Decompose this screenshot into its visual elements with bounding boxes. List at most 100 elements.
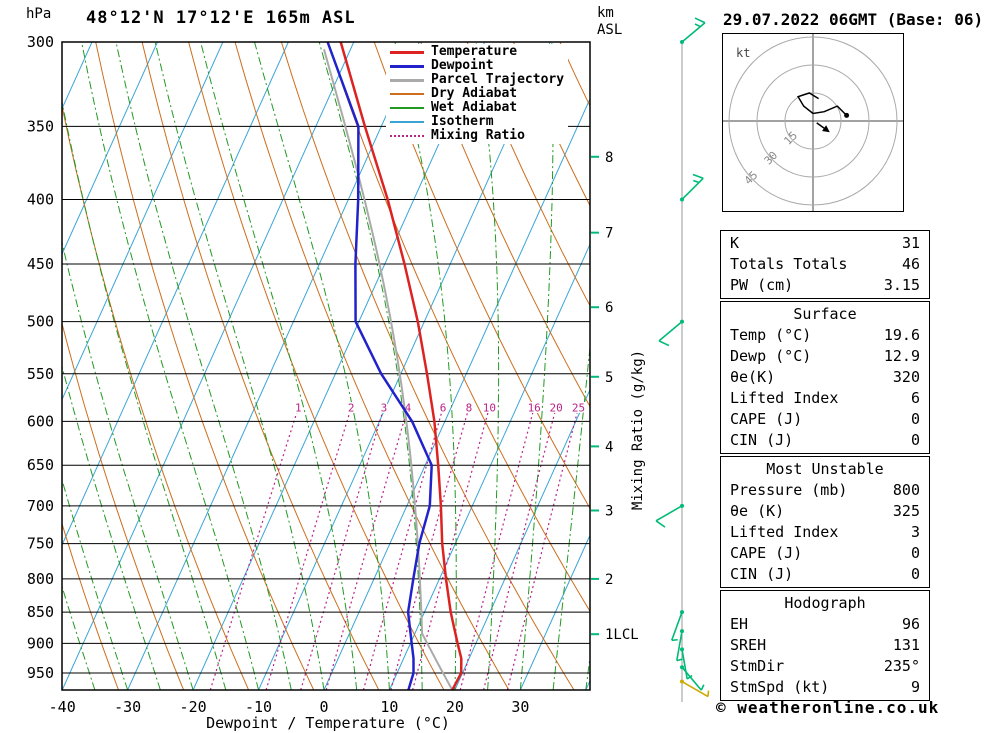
stat-row: CIN (J) 0 <box>721 430 929 451</box>
isotherm-line <box>585 679 590 690</box>
temp-tick-label: -10 <box>245 698 272 716</box>
mixing-ratio-line <box>265 412 351 690</box>
wind-barb <box>655 503 684 528</box>
wind-barb <box>676 629 684 662</box>
dry-adiabat-line <box>62 103 250 690</box>
stat-row: PW (cm) 3.15 <box>721 275 929 296</box>
temp-tick-label: 0 <box>319 698 328 716</box>
stat-label: Lifted Index <box>730 523 839 541</box>
stats-box-title: Most Unstable <box>766 460 884 478</box>
temperature-curve <box>339 41 463 691</box>
stat-row: θe(K) 320 <box>721 367 929 388</box>
x-axis-title: Dewpoint / Temperature (°C) <box>206 714 450 732</box>
temp-tick-label: -20 <box>180 698 207 716</box>
mixing-ratio-value-label: 16 <box>528 402 541 415</box>
wet-adiabat-line <box>62 240 194 690</box>
stat-value: 3.15 <box>883 276 920 294</box>
stat-value: 31 <box>901 234 920 252</box>
stat-value: 6 <box>910 389 920 407</box>
mixing-ratio-value-label: 8 <box>466 402 473 415</box>
stat-row: CIN (J) 0 <box>721 564 929 585</box>
wind-barb <box>670 610 684 642</box>
pressure-tick-label: 300 <box>27 33 54 51</box>
legend-item: Isotherm <box>390 115 564 129</box>
legend-item: Mixing Ratio <box>390 129 564 143</box>
legend-item: Wet Adiabat <box>390 101 564 115</box>
mixing-ratio-line <box>459 412 534 690</box>
km-tick-label: 1LCL <box>605 627 639 643</box>
stat-row: Pressure (mb) 800 <box>721 480 929 501</box>
chart-legend: Temperature Dewpoint Parcel Trajectory Dry … <box>386 44 569 144</box>
stat-value: 235° <box>883 657 920 675</box>
pressure-tick-label: 750 <box>27 535 54 553</box>
wet-adiabat-line <box>62 364 161 690</box>
isotherm-line <box>192 42 486 690</box>
km-tick-label: 7 <box>605 226 613 242</box>
pressure-tick-label: 700 <box>27 497 54 515</box>
stat-label: CIN (J) <box>730 565 794 583</box>
mixing-ratio-axis-title: Mixing Ratio (g/kg) <box>630 350 646 510</box>
mixing-ratio-value-label: 10 <box>483 402 496 415</box>
dry-adiabat-line <box>373 42 590 510</box>
wet-adiabat-line <box>585 653 590 690</box>
stats-box-hodograph: Hodograph EH 96 SREH 131 StmDir 235° StmSpd (kt… <box>720 590 930 701</box>
pressure-tick-label: 600 <box>27 412 54 430</box>
legend-item: Dry Adiabat <box>390 87 564 101</box>
stat-row: StmDir 235° <box>721 656 929 677</box>
temp-tick-label: 10 <box>380 698 398 716</box>
wet-adiabat-line <box>318 42 423 690</box>
stat-value: 320 <box>892 368 920 386</box>
isotherm-line <box>62 42 289 547</box>
wet-adiabat-line <box>394 42 457 690</box>
stat-label: CAPE (J) <box>730 410 803 428</box>
km-tick-label: 8 <box>605 150 613 166</box>
indices-tables: K 31 Totals Totals 46 PW (cm) 3.15 Surface Temp… <box>720 230 930 703</box>
stat-label: Pressure (mb) <box>730 481 848 499</box>
stat-value: 325 <box>892 502 920 520</box>
copyright: © weatheronline.co.uk <box>716 698 940 717</box>
stat-label: Totals Totals <box>730 255 848 273</box>
isotherm-line <box>388 243 590 690</box>
stat-label: Temp (°C) <box>730 326 812 344</box>
stat-label: θe(K) <box>730 368 776 386</box>
mixing-ratio-value-label: 1 <box>295 402 302 415</box>
wind-barb <box>680 679 710 698</box>
mixing-ratio-value-label: 3 <box>381 402 388 415</box>
mixing-ratio-line <box>506 412 578 690</box>
legend-label: Mixing Ratio <box>431 128 525 143</box>
legend-label: Wet Adiabat <box>431 100 518 115</box>
legend-swatch-dewpoint <box>390 64 424 68</box>
stat-row: Temp (°C) 19.6 <box>721 325 929 346</box>
background-field-lines <box>0 42 590 690</box>
hodograph-ring <box>756 64 870 178</box>
isotherm-line <box>0 42 27 690</box>
pressure-tick-label: 950 <box>27 664 54 682</box>
mixing-ratio-line <box>483 412 556 690</box>
stats-box-title: Hodograph <box>784 594 866 612</box>
stat-label: θe (K) <box>730 502 785 520</box>
wet-adiabat-line <box>62 478 129 690</box>
km-tick-label: 5 <box>605 370 613 386</box>
stat-label: K <box>730 234 740 252</box>
wet-adiabat-line <box>475 42 500 690</box>
dry-adiabat-line <box>234 42 510 690</box>
wet-adiabat-line <box>154 42 325 690</box>
stat-row: θe (K) 325 <box>721 501 929 522</box>
km-tick-label: 6 <box>605 300 613 316</box>
wet-adiabat-line <box>519 42 554 690</box>
legend-swatch-temperature <box>390 50 424 54</box>
pressure-tick-label: 450 <box>27 255 54 273</box>
stat-label: StmDir <box>730 657 785 675</box>
skewt-chart: 1 2 3 4 6 8 10 16 20 2530035040045050055060065070… <box>0 5 710 732</box>
station-title: 48°12'N 17°12'E 165m ASL <box>86 8 356 28</box>
stat-value: 0 <box>910 431 920 449</box>
legend-item: Parcel Trajectory <box>390 73 564 87</box>
wet-adiabat-line <box>62 99 227 690</box>
stat-label: PW (cm) <box>730 276 794 294</box>
stats-box-title: Surface <box>793 305 857 323</box>
hodograph-unit-label: kt <box>736 46 750 60</box>
hodograph-ring <box>784 92 842 150</box>
temp-tick-label: 30 <box>511 698 529 716</box>
legend-label: Dewpoint <box>431 58 494 73</box>
